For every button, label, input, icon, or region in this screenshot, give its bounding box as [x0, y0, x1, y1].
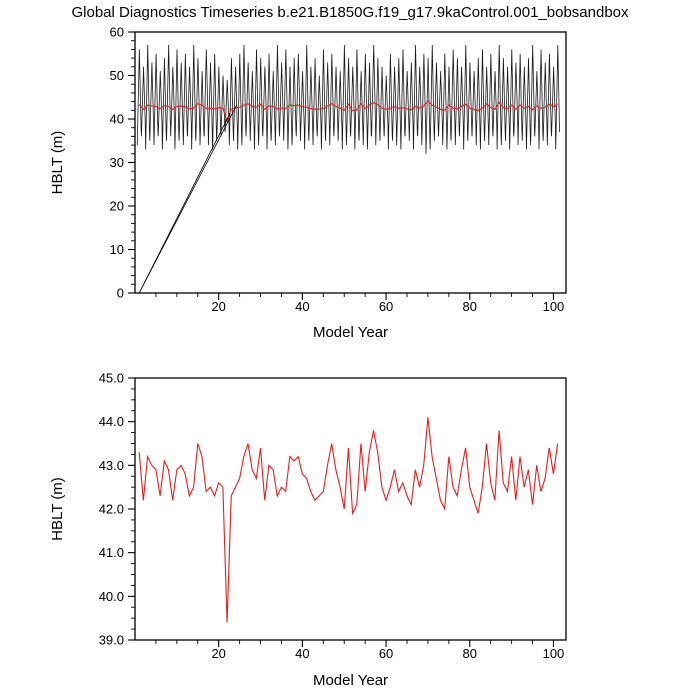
y-tick-label: 30	[110, 155, 124, 170]
plot-frame	[134, 377, 567, 641]
top-chart-hblt-monthly-timeseries: 0 10 20 30 40 50 60 20 40 60 80 100 Model Year HBLT (…	[49, 26, 567, 341]
y-tick-label: 39.0	[99, 633, 124, 648]
x-tick-label: 40	[295, 299, 309, 314]
x-tick-label: 80	[463, 299, 477, 314]
y-tick-label: 40.0	[99, 589, 124, 604]
y-tick-label: 40	[110, 112, 124, 127]
bottom-chart-hblt-annual-mean: 39.0 40.0 41.0 42.0 43.0 44.0 45.0 20 40 60 80 100 M…	[49, 371, 567, 689]
x-tick-label: 100	[543, 299, 565, 314]
x-axis-label: Model Year	[313, 324, 388, 341]
plot-frame	[134, 31, 567, 294]
x-axis-label: Model Year	[313, 672, 388, 689]
y-tick-label: 10	[110, 242, 124, 257]
y-tick-label: 20	[110, 199, 124, 214]
y-tick-label: 42.0	[99, 502, 124, 517]
y-axis-label: HBLT (m)	[49, 131, 66, 195]
x-tick-label: 20	[211, 299, 225, 314]
spinup-artifact-lines	[138, 104, 238, 294]
y-tick-label: 50	[110, 68, 124, 83]
y-tick-label: 45.0	[99, 371, 124, 386]
figure-title: Global Diagnostics Timeseries b.e21.B185…	[71, 4, 629, 21]
annual-mean-hblt	[138, 417, 559, 623]
y-axis-label: HBLT (m)	[49, 477, 66, 541]
y-tick-label: 44.0	[99, 414, 124, 429]
x-tick-label: 60	[379, 646, 393, 661]
x-tick-label: 20	[211, 646, 225, 661]
y-tick-label: 60	[110, 26, 124, 40]
x-tick-label: 60	[379, 299, 393, 314]
y-tick-label: 0	[117, 286, 124, 301]
x-tick-label: 40	[295, 646, 309, 661]
y-tick-label: 41.0	[99, 545, 124, 560]
x-tick-label: 80	[463, 646, 477, 661]
annual-running-mean	[138, 100, 558, 124]
x-tick-label: 100	[543, 646, 565, 661]
monthly-hblt-seasonal-cycle	[136, 45, 560, 154]
y-tick-label: 43.0	[99, 458, 124, 473]
